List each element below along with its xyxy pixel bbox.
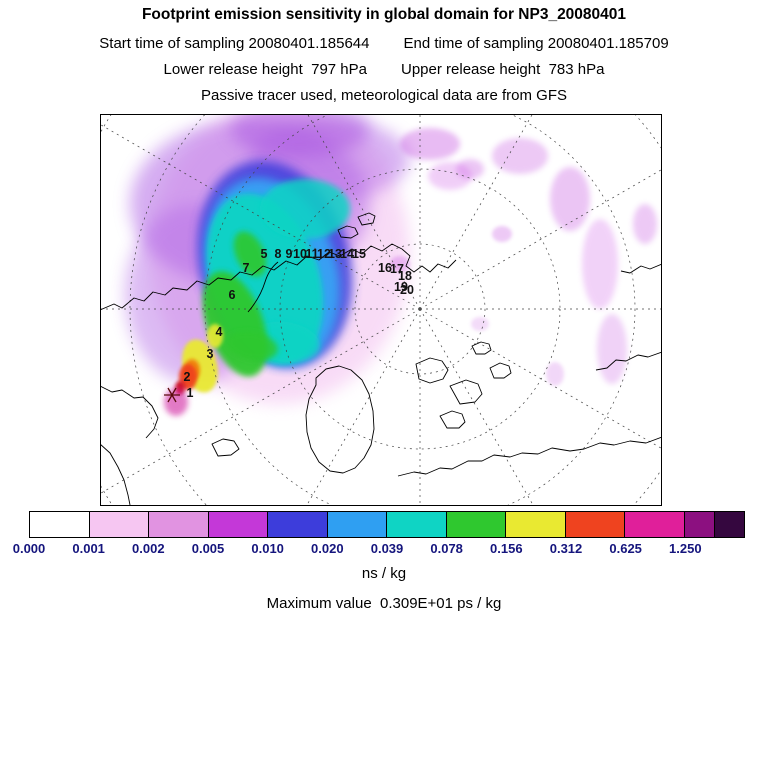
- plume-layer: [125, 114, 657, 416]
- plume-cyan: [260, 179, 350, 239]
- plume-green: [226, 331, 278, 361]
- colorbar-tick-label: 0.002: [132, 541, 165, 556]
- station-number: 15: [352, 247, 366, 261]
- colorbar-segment: [327, 512, 387, 537]
- colorbar-segment: [684, 512, 715, 537]
- station-number: 12: [317, 247, 331, 261]
- release-heights-line: Lower release height 797 hPa Upper releas…: [0, 61, 768, 78]
- tracer-line: Passive tracer used, meteorological data…: [201, 87, 567, 104]
- canadian-archipelago: [415, 357, 449, 384]
- coast-north-america: [397, 436, 662, 477]
- station-number: 6: [229, 288, 236, 302]
- canadian-archipelago: [489, 362, 512, 379]
- station-number: 2: [184, 370, 191, 384]
- sampling-end-text: End time of sampling 20080401.185709: [403, 35, 669, 52]
- colorbar-tick-label: 0.039: [370, 541, 404, 556]
- coast-norway: [100, 443, 131, 506]
- colorbar: [29, 511, 745, 538]
- island-iceland: [211, 438, 240, 457]
- island-svalbard: [357, 212, 376, 226]
- station-number: 10: [293, 247, 307, 261]
- map-border: [100, 114, 662, 506]
- coast-alaska: [595, 351, 662, 371]
- release-star-icon: [164, 387, 180, 403]
- coast-eurasia: [100, 243, 403, 311]
- colorbar-tick-label: 0.625: [609, 541, 642, 556]
- colorbar-tick-label: 1.250: [669, 541, 702, 556]
- colorbar-tick-label: 0.005: [191, 541, 225, 556]
- island-greenland: [305, 365, 375, 474]
- colorbar-tick-label: 0.010: [251, 541, 284, 556]
- colorbar-ticks: 0.000 0.001 0.002 0.005 0.010 0.020 0.039 0.078…: [13, 541, 745, 557]
- sensitivity-patch-magenta: [633, 204, 657, 244]
- plume-green: [233, 231, 267, 277]
- sampling-times-line: Start time of sampling 20080401.185644 En…: [0, 35, 768, 52]
- colorbar-tick-label: 0.020: [311, 541, 344, 556]
- colorbar-segment: [446, 512, 506, 537]
- graticule: [100, 114, 662, 506]
- station-number: 5: [261, 247, 268, 261]
- colorbar-segment: [268, 512, 328, 537]
- station-number: 16: [378, 261, 392, 275]
- station-number: 20: [400, 283, 414, 297]
- coast-chukotka: [620, 263, 662, 274]
- colorbar-segment: [625, 512, 685, 537]
- colorbar-segment: [714, 512, 744, 537]
- coastlines: [100, 212, 662, 506]
- sensitivity-patch-magenta: [597, 314, 627, 384]
- station-number: 8: [275, 247, 282, 261]
- colorbar-segment: [30, 512, 90, 537]
- station-number: 3: [207, 347, 214, 361]
- island-svalbard: [337, 225, 359, 239]
- colorbar-tick-label: 0.078: [430, 541, 463, 556]
- station-number: 18: [398, 269, 412, 283]
- coast-severnaya: [401, 248, 457, 273]
- plume-yellow: [207, 324, 223, 348]
- colorbar-segment: [89, 512, 149, 537]
- sensitivity-patch-magenta: [550, 167, 590, 231]
- colorbar-tick-label: 0.312: [549, 541, 583, 556]
- plot-title: Footprint emission sensitivity in global…: [141, 6, 627, 23]
- station-number: 1: [187, 386, 194, 400]
- station-number: 17: [390, 262, 404, 276]
- sensitivity-patch-magenta: [400, 128, 460, 160]
- sensitivity-patch-magenta: [428, 162, 472, 190]
- canadian-archipelago: [439, 410, 466, 429]
- colorbar-tick-label: 0.000: [12, 541, 46, 556]
- colorbar-segment: [565, 512, 625, 537]
- station-number: 9: [286, 247, 293, 261]
- colorbar-segment: [387, 512, 447, 537]
- colorbar-units: ns / kg: [361, 565, 407, 582]
- island-novaya-zemlya: [247, 261, 279, 313]
- maximum-value-label: Maximum value 0.309E+01 ps / kg: [266, 595, 502, 612]
- plume-diffuse-violet: [230, 114, 370, 157]
- sensitivity-patch-magenta: [546, 362, 564, 386]
- station-number: 14: [340, 247, 354, 261]
- sensitivity-patch-magenta: [471, 317, 489, 331]
- station-number: 4: [216, 325, 223, 339]
- sensitivity-patch-magenta: [492, 226, 512, 242]
- colorbar-tick-label: 0.156: [490, 541, 523, 556]
- station-number: 7: [243, 261, 250, 275]
- canadian-archipelago: [449, 379, 483, 405]
- sensitivity-patch-magenta: [390, 256, 410, 272]
- colorbar-tick-label: 0.001: [72, 541, 105, 556]
- station-number: 19: [394, 280, 408, 294]
- upper-release-text: Upper release height 783 hPa: [401, 61, 605, 78]
- canadian-archipelago: [471, 341, 492, 355]
- colorbar-segment: [149, 512, 209, 537]
- sensitivity-patch-magenta: [492, 138, 548, 174]
- sampling-start-text: Start time of sampling 20080401.185644: [99, 35, 370, 52]
- station-number: 11: [305, 247, 318, 261]
- coast-scandinavia: [100, 385, 159, 439]
- map-panel: 1 2 3 4 5 6 7 8 9 10 11 12 13 14 15 16 17 18 19 20: [100, 114, 662, 506]
- colorbar-segment: [506, 512, 566, 537]
- sensitivity-patch-magenta: [582, 219, 618, 309]
- station-number: 13: [328, 247, 342, 261]
- lower-release-text: Lower release height 797 hPa: [163, 61, 367, 78]
- colorbar-segment: [208, 512, 268, 537]
